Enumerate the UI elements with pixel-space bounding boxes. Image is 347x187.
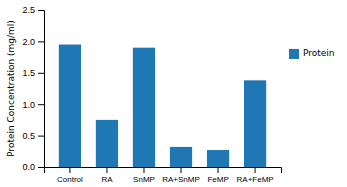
bars [59, 45, 266, 167]
y-tick: 1.0 [22, 100, 44, 110]
x-tick-label: SnMP [133, 175, 155, 184]
x-tick-mark [255, 167, 256, 173]
y-axis-title: Protein Concentration (mg/ml) [6, 20, 16, 157]
y-tick: 0.5 [22, 131, 44, 141]
y-tick-mark [38, 136, 44, 137]
y-tick-mark [38, 167, 44, 168]
bar [59, 45, 81, 167]
bar [207, 150, 229, 167]
y-tick-mark [38, 73, 44, 74]
y-tick: 1.5 [22, 68, 44, 78]
y-tick-label: 1.0 [22, 100, 35, 110]
y-tick-mark [38, 10, 44, 11]
legend: Protein [289, 48, 335, 59]
bar [133, 48, 155, 167]
x-axis: Control RA SnMP RA+SnMP FeMP RA+FeMP [45, 167, 282, 184]
x-tick: RA+SnMP [162, 167, 200, 184]
y-tick-label: 0.5 [22, 131, 35, 141]
x-tick-label: FeMP [207, 175, 228, 184]
x-tick: FeMP [207, 167, 228, 184]
bar [170, 147, 192, 167]
y-tick-mark [38, 104, 44, 105]
y-tick: 0.0 [22, 162, 44, 172]
x-tick: Control [57, 167, 83, 184]
legend-label: Protein [303, 48, 335, 58]
y-tick: 2.5 [22, 5, 44, 15]
y-tick: 2.0 [22, 37, 44, 47]
x-tick: SnMP [133, 167, 155, 184]
x-axis-line [45, 168, 282, 174]
x-tick-label: Control [57, 175, 83, 184]
x-tick-mark [69, 167, 70, 173]
y-axis: 0.0 0.5 1.0 1.5 2.0 2.5 [22, 5, 44, 172]
x-tick-mark [143, 167, 144, 173]
y-tick-label: 1.5 [22, 68, 35, 78]
x-tick-mark [181, 167, 182, 173]
legend-swatch [289, 49, 299, 59]
y-tick-label: 2.5 [22, 5, 35, 15]
y-axis-line [38, 11, 45, 168]
chart: 0.0 0.5 1.0 1.5 2.0 2.5 Control RA SnMP RA+SnMP Fe… [0, 0, 347, 187]
x-tick-label: RA+SnMP [162, 175, 200, 184]
y-tick-label: 0.0 [22, 162, 35, 172]
bar [96, 120, 118, 167]
y-tick-mark [38, 41, 44, 42]
x-tick-mark [106, 167, 107, 173]
x-tick: RA+FeMP [237, 167, 274, 184]
x-tick-label: RA [101, 175, 113, 184]
plot: 0.0 0.5 1.0 1.5 2.0 2.5 Control RA SnMP RA+SnMP Fe… [22, 5, 281, 183]
x-tick-label: RA+FeMP [237, 175, 274, 184]
bar [244, 80, 266, 167]
x-tick-mark [218, 167, 219, 173]
x-tick: RA [101, 167, 113, 184]
legend-item: Protein [289, 48, 335, 59]
y-tick-label: 2.0 [22, 37, 35, 47]
